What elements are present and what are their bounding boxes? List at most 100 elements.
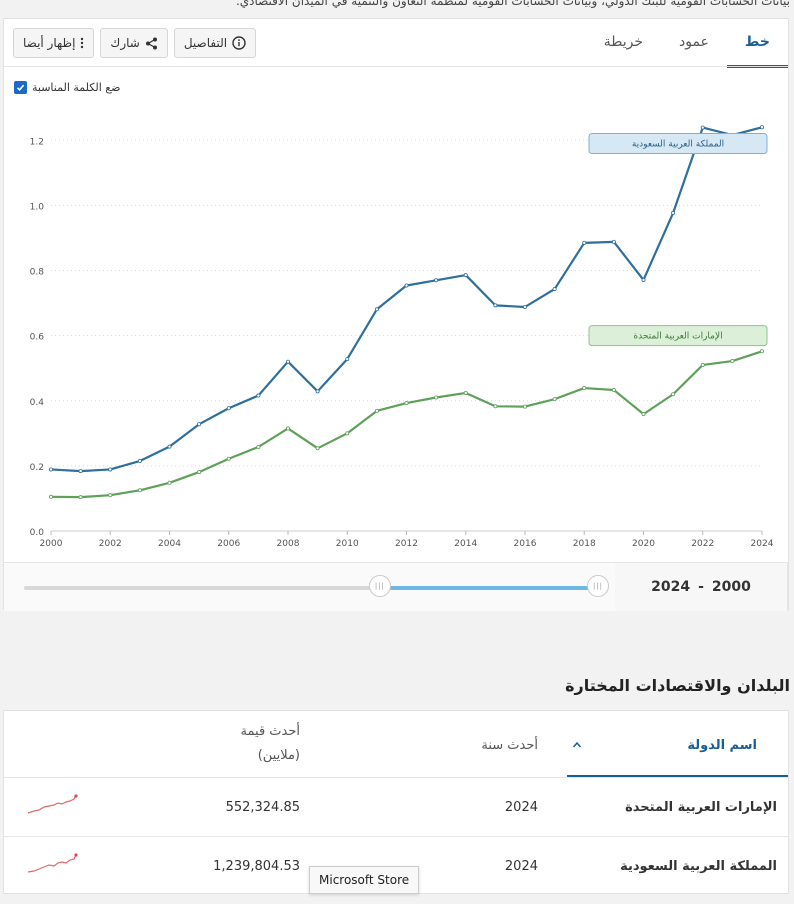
share-button[interactable]: شارك	[100, 28, 168, 58]
slider-selected-range	[379, 586, 598, 590]
x-tick-label: 2000	[40, 539, 63, 549]
y-tick-label: 0.0	[30, 528, 45, 538]
check-icon	[16, 84, 25, 91]
data-point	[78, 469, 83, 474]
y-tick-label: 0.2	[30, 463, 44, 473]
range-start: 2000	[711, 579, 751, 595]
series-line	[50, 350, 763, 499]
range-end: 2024	[651, 579, 691, 595]
label-option: ضع الكلمة المناسبة	[14, 81, 120, 94]
x-tick-label: 2004	[158, 539, 181, 549]
legend-label: الإمارات العربية المتحدة	[633, 332, 722, 342]
series-line	[50, 126, 763, 473]
data-point	[434, 395, 439, 400]
data-point	[197, 470, 202, 475]
data-point	[226, 406, 231, 411]
label-checkbox-text: ضع الكلمة المناسبة	[32, 81, 121, 94]
row-divider	[4, 777, 788, 778]
x-tick-label: 2006	[217, 539, 240, 549]
tab-bar[interactable]: عمود	[678, 34, 709, 50]
year-range-slider: ||| ||| 2000 - 2024	[4, 562, 788, 611]
data-point	[137, 488, 142, 493]
data-point	[700, 362, 705, 367]
range-separator: -	[698, 579, 704, 595]
data-point	[404, 401, 409, 406]
data-point	[611, 388, 616, 393]
chart-panel: خط عمود خريطة التفاصيل شارك إظهار أيضا	[3, 18, 789, 611]
chart-actions: التفاصيل شارك إظهار أيضا	[13, 28, 257, 58]
line-chart: 0.0 0.2 0.4 0.6 0.8 1.0 1.2 2000 2002 2004 2006 200…	[30, 125, 774, 549]
more-vertical-icon	[81, 37, 84, 49]
section-title: البلدان والاقتصادات المختارة	[565, 676, 790, 695]
data-point	[374, 408, 379, 413]
legend-label-box	[588, 325, 768, 347]
tab-line[interactable]: خط	[726, 19, 788, 68]
x-tick-label: 2018	[573, 539, 596, 549]
column-header-country[interactable]: اسم الدولة	[687, 738, 757, 753]
data-point	[285, 426, 290, 431]
row-value: 1,239,804.53	[213, 859, 300, 874]
data-point	[671, 210, 676, 215]
data-point	[523, 304, 528, 309]
data-point	[167, 444, 172, 449]
data-point	[345, 431, 350, 436]
column-header-year[interactable]: أحدث سنة	[481, 738, 538, 753]
data-point	[552, 287, 557, 292]
range-label: 2000 - 2024	[615, 563, 788, 611]
info-icon	[232, 36, 246, 50]
data-point	[523, 404, 528, 409]
tooltip: Microsoft Store	[309, 866, 420, 894]
x-tick-label: 2022	[691, 539, 714, 549]
slider-track[interactable]	[24, 586, 598, 590]
data-point	[256, 393, 261, 398]
details-label: التفاصيل	[183, 36, 228, 50]
data-point	[641, 277, 646, 282]
tab-map[interactable]: خريطة	[603, 34, 643, 50]
slider-end-handle[interactable]: |||	[587, 575, 609, 597]
data-point	[611, 239, 616, 244]
data-point	[285, 359, 290, 364]
data-point	[463, 390, 468, 395]
x-tick-label: 2008	[277, 539, 300, 549]
data-point	[49, 467, 54, 472]
data-point	[226, 456, 231, 461]
data-point	[493, 404, 498, 409]
data-point	[760, 125, 765, 130]
data-point	[434, 278, 439, 283]
tabs-divider	[4, 66, 788, 67]
data-point	[78, 495, 83, 500]
data-point	[315, 446, 320, 451]
x-tick-label: 2020	[632, 539, 655, 549]
row-divider	[4, 836, 788, 837]
countries-table: اسم الدولة أحدث سنة أحدث قيمة (ملايين) ا…	[3, 710, 789, 894]
y-tick-label: 1.0	[30, 202, 45, 212]
sparkline-icon	[27, 853, 78, 873]
row-country[interactable]: الإمارات العربية المتحدة	[625, 800, 777, 815]
data-point	[641, 412, 646, 417]
label-checkbox[interactable]	[14, 81, 27, 94]
row-value: 552,324.85	[225, 800, 300, 815]
x-tick-label: 2024	[751, 539, 774, 549]
view-tabs: خط عمود خريطة	[586, 19, 788, 68]
slider-start-handle[interactable]: |||	[368, 575, 391, 597]
data-point	[137, 458, 142, 463]
data-point	[582, 386, 587, 391]
x-tick-label: 2002	[99, 539, 122, 549]
chevron-up-icon[interactable]	[572, 741, 582, 749]
share-label: شارك	[110, 36, 140, 50]
data-point	[760, 349, 765, 354]
data-point	[582, 240, 587, 245]
data-point	[552, 397, 557, 402]
source-note: بيانات الحسابات القومية للبنك الدولي، وب…	[235, 0, 790, 8]
show-also-button[interactable]: إظهار أيضا	[13, 28, 95, 58]
x-tick-label: 2012	[395, 539, 418, 549]
data-point	[167, 480, 172, 485]
legend-label-box	[588, 133, 768, 155]
column-header-value[interactable]: أحدث قيمة	[240, 724, 300, 739]
details-button[interactable]: التفاصيل	[173, 28, 257, 58]
data-point	[345, 357, 350, 362]
row-year: 2024	[504, 800, 538, 815]
y-tick-label: 1.2	[30, 137, 44, 147]
y-tick-label: 0.8	[30, 268, 45, 278]
row-country[interactable]: المملكة العربية السعودية	[620, 859, 777, 874]
